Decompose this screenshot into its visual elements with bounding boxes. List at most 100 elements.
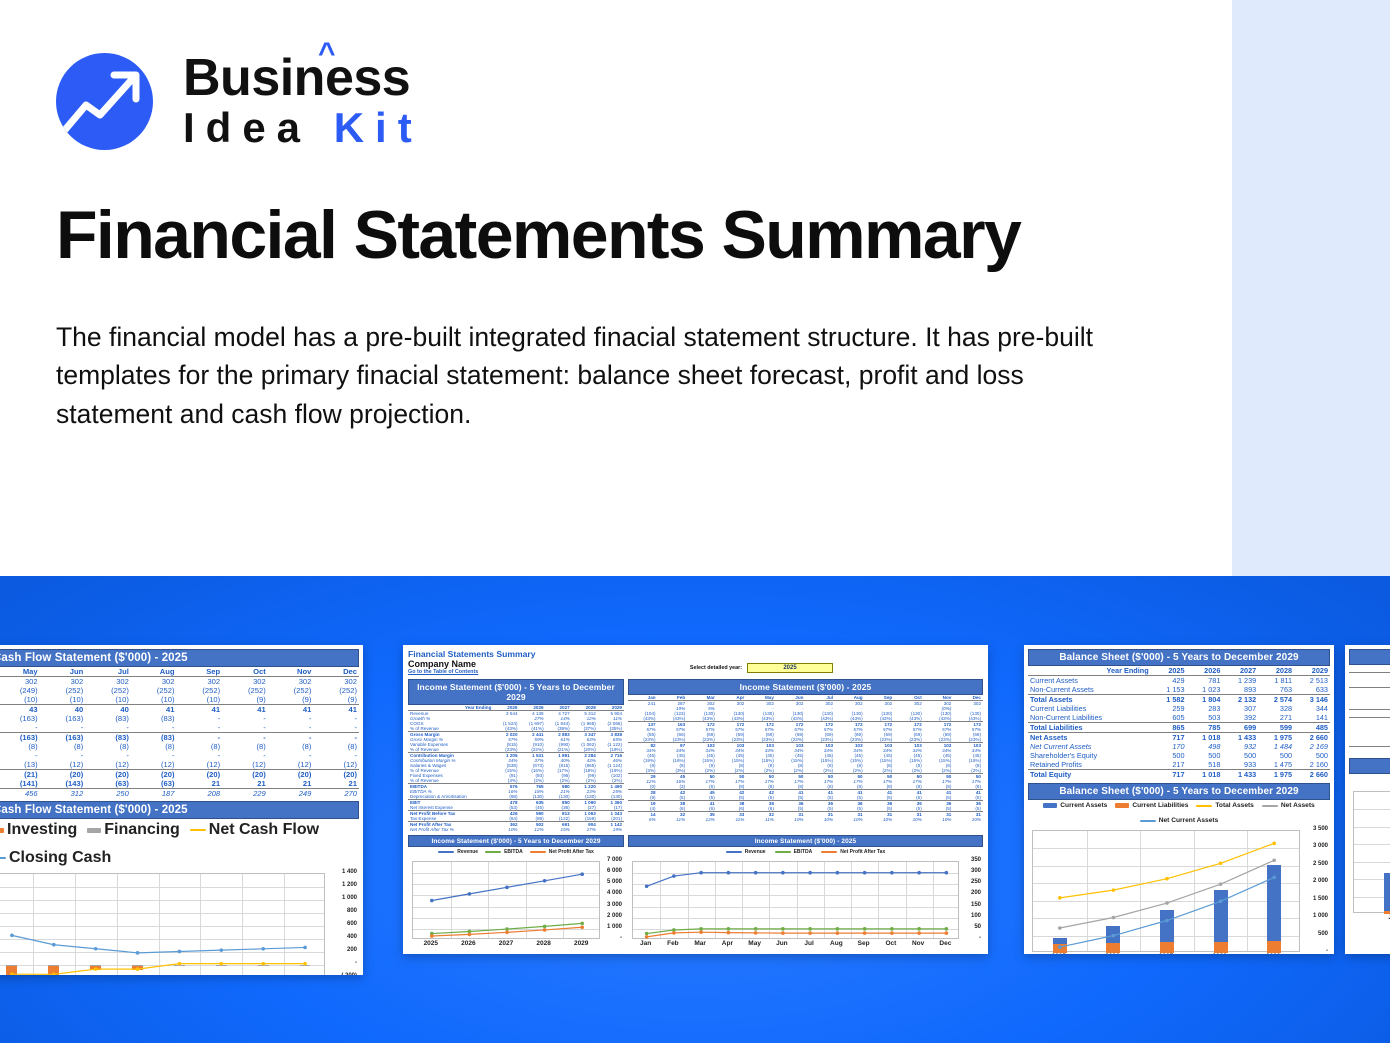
table-cell: 36 <box>894 800 924 806</box>
table-cell: 485 <box>1294 722 1330 733</box>
table-cell: (2%) <box>734 768 745 773</box>
gridline <box>1247 831 1249 951</box>
table-cell: (10) <box>39 695 86 705</box>
table-cell: (5) <box>886 795 893 800</box>
table-cell: (8) <box>886 784 893 789</box>
table-cell: 17% <box>586 827 596 832</box>
balance-sheet-monthly-screenshot-panel[interactable]: Jan1 1741241 297936927865121 08150012512… <box>1345 645 1390 954</box>
gridline <box>1354 809 1390 811</box>
table-cell: 50 <box>835 773 865 779</box>
table-cell: (15%) <box>702 758 715 763</box>
table-cell: (8) <box>945 763 952 768</box>
table-cell: 93 <box>1349 695 1390 702</box>
table-cell: 2 284 <box>571 752 598 758</box>
table-cell: 38 <box>657 800 688 806</box>
y-axis-tick: 150 <box>970 901 981 908</box>
legend-label: Revenue <box>457 849 479 855</box>
legend-item: Closing Cash <box>0 849 111 867</box>
table-cell: 103 <box>923 742 954 748</box>
select-year-input[interactable]: 2025 <box>747 663 833 673</box>
table-row: (8) (8) (8) (8) (8) (8) (8) (8) <box>0 742 359 751</box>
table-cell: (5) <box>797 806 804 811</box>
table-cell: 41 <box>775 789 806 795</box>
page-title: Financial Statements Summary <box>56 197 1022 273</box>
table-cell: 21 <box>176 779 223 789</box>
table-cell: 50 <box>894 773 924 779</box>
table-cell: - <box>308 751 312 760</box>
table-cell: 17% <box>883 779 893 784</box>
cash-flow-screenshot-panel[interactable]: Cash Flow Statement ($'000) - 2025 May Ju… <box>0 645 363 975</box>
table-cell: 31 <box>864 811 895 817</box>
gridline <box>74 874 76 975</box>
table-cell: 1 153 <box>1166 685 1185 694</box>
table-cell: (18%) <box>583 768 596 773</box>
table-header-row: Year Ending 2025 2026 2027 2028 2029 <box>1028 666 1330 676</box>
table-cell: (2%) <box>764 768 774 773</box>
column-header: Nov <box>267 667 314 677</box>
table-row: EBITDA 576 765 980 1 220 1 490 <box>408 783 624 789</box>
table-cell: 50 <box>775 773 806 779</box>
table-cell: 512 <box>1349 746 1390 754</box>
table-cell: 103 <box>864 742 895 748</box>
bs-chart-header: Balance Sheet ($'000) - 5 Years to Decem… <box>1028 783 1330 800</box>
bar <box>132 965 143 967</box>
table-cell: 103 <box>894 742 924 748</box>
table-cell: - <box>308 733 312 742</box>
column-header: Jan <box>1349 665 1390 673</box>
y-axis-tick: 3 000 <box>1312 843 1328 850</box>
table-cell: (5) <box>827 795 834 800</box>
table-cell: (122) <box>558 816 570 821</box>
table-cell: (10) <box>130 695 177 705</box>
table-cell: 34% <box>508 758 518 763</box>
table-row: Depreciation & Amortisation (98) (130) (130… <box>408 794 624 800</box>
y-axis-tick: 1 000 <box>341 895 357 901</box>
table-header-row: Jan Feb Mar Apr May Jun Jul Aug Sep Oct Nov Dec <box>628 695 983 701</box>
table-row: Contribution Margin % 34% 37% 40% 43% 46% <box>408 758 624 763</box>
table-cell: (130) <box>792 711 804 716</box>
table-of-contents-link[interactable]: Go to the Table of Contents <box>408 669 479 675</box>
table-cell: (43%) <box>791 716 804 721</box>
gridline <box>242 874 244 975</box>
cashflow-chart-legend: Investing Financing Net Cash Flow Closing C… <box>0 819 359 869</box>
table-cell: (130) <box>822 711 834 716</box>
table-cell: (5) <box>857 806 863 811</box>
y-axis-tick: 1 000 <box>606 923 622 930</box>
gridline <box>796 862 798 938</box>
table-cell: (21%) <box>557 747 570 752</box>
table-cell: 172 <box>835 721 865 727</box>
x-axis-tick: Aug <box>830 940 843 947</box>
x-axis-tick: Jan <box>640 940 652 947</box>
column-header: Oct <box>222 667 268 677</box>
bar <box>1160 909 1174 953</box>
table-cell: - <box>217 714 221 723</box>
table-cell: 904 <box>571 821 598 827</box>
table-cell: 865 <box>1150 722 1187 733</box>
table-row: 512 <box>1349 746 1390 754</box>
table-cell: 1 239 <box>1237 676 1257 685</box>
table-cell: - <box>126 751 129 760</box>
table-row: 124 <box>1349 680 1390 688</box>
column-header: 2028 <box>571 705 598 711</box>
income-statement-screenshot-panel[interactable]: Financial Statements Summary Company Nam… <box>403 645 988 954</box>
table-cell: (8) <box>797 784 804 789</box>
row-label: COGS <box>410 721 424 726</box>
table-cell: 31 <box>894 811 924 817</box>
table-cell: (12) <box>267 760 314 770</box>
table-row: Variable Expenses (815) (910) (990) (1 062) (… <box>408 742 624 747</box>
table-cell: 34% <box>883 748 893 753</box>
table-cell: - <box>313 723 359 733</box>
balance-sheet-screenshot-panel[interactable]: Balance Sheet ($'000) - 5 Years to Decem… <box>1024 645 1334 954</box>
table-cell: (19%) <box>609 768 622 773</box>
table-cell: (15%) <box>761 758 774 763</box>
table-cell: (69) <box>943 732 952 737</box>
column-header: Jan <box>628 695 658 701</box>
row-label: Revenue <box>410 711 429 716</box>
table-row: (104) (123) (130) (130) (130) (130) (130) (130)… <box>628 711 983 716</box>
table-cell: 302 <box>24 677 38 686</box>
table-cell: (23%) <box>909 737 922 742</box>
table-cell: 208 <box>207 789 221 798</box>
legend-label: Net Profit After Tax <box>548 849 594 855</box>
table-cell: 31 <box>775 811 806 817</box>
table-cell: (130) <box>585 794 596 799</box>
table-cell: 57% <box>705 727 715 732</box>
